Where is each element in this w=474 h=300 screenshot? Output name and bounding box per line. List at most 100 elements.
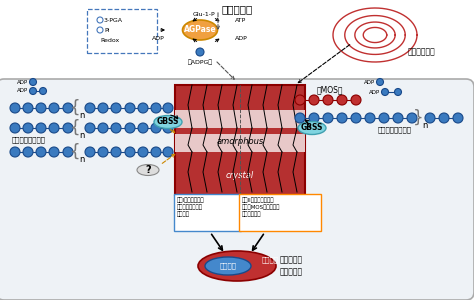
Ellipse shape <box>198 251 276 281</box>
Text: Glu-1-P: Glu-1-P <box>193 12 215 17</box>
FancyBboxPatch shape <box>0 79 474 300</box>
Circle shape <box>376 79 383 86</box>
Circle shape <box>151 147 161 157</box>
Circle shape <box>111 147 121 157</box>
Circle shape <box>351 95 361 105</box>
Text: 3-PGA: 3-PGA <box>104 17 123 22</box>
Circle shape <box>196 48 204 56</box>
Text: ADP: ADP <box>17 88 28 94</box>
Circle shape <box>163 103 173 113</box>
Circle shape <box>97 27 103 33</box>
Circle shape <box>97 17 103 23</box>
Circle shape <box>29 88 36 94</box>
Circle shape <box>85 123 95 133</box>
Circle shape <box>365 113 375 123</box>
Text: （直链淠粉分子）: （直链淠粉分子） <box>378 127 412 133</box>
Bar <box>175 110 305 128</box>
Text: （ADPG）: （ADPG） <box>187 59 212 64</box>
Circle shape <box>163 123 173 133</box>
Text: n: n <box>422 121 428 130</box>
Text: Redox: Redox <box>100 38 119 43</box>
Circle shape <box>138 103 148 113</box>
Text: Pi: Pi <box>104 28 109 32</box>
Ellipse shape <box>154 116 182 128</box>
Text: ADP: ADP <box>364 80 375 85</box>
Circle shape <box>138 147 148 157</box>
Circle shape <box>453 113 463 123</box>
Text: amorphous: amorphous <box>216 137 264 146</box>
Bar <box>175 134 305 152</box>
Circle shape <box>379 113 389 123</box>
Circle shape <box>63 123 73 133</box>
Text: n: n <box>79 110 85 119</box>
Text: 光合同化物: 光合同化物 <box>221 4 253 14</box>
Circle shape <box>29 79 36 86</box>
Text: n: n <box>79 154 85 164</box>
Circle shape <box>10 123 20 133</box>
Circle shape <box>36 123 46 133</box>
Circle shape <box>111 123 121 133</box>
Circle shape <box>394 88 401 95</box>
Text: ADP: ADP <box>17 80 28 85</box>
Circle shape <box>351 113 361 123</box>
Circle shape <box>125 147 135 157</box>
Text: 模式I：支链淠粉分
子作为直链淠粉分
子的引物: 模式I：支链淠粉分 子作为直链淠粉分 子的引物 <box>177 197 205 217</box>
Circle shape <box>98 147 108 157</box>
Circle shape <box>98 123 108 133</box>
Ellipse shape <box>137 164 159 175</box>
Circle shape <box>36 103 46 113</box>
Circle shape <box>23 147 33 157</box>
Circle shape <box>10 103 20 113</box>
Text: 直链淠粉: 直链淠粉 <box>219 263 237 269</box>
Text: （直链淠粉分子）: （直链淠粉分子） <box>12 137 46 143</box>
Text: }: } <box>413 109 423 127</box>
Circle shape <box>382 88 389 95</box>
Bar <box>175 85 305 195</box>
Text: 半晶体淠粉粒: 半晶体淠粉粒 <box>408 47 436 56</box>
Circle shape <box>138 123 148 133</box>
Circle shape <box>125 103 135 113</box>
Circle shape <box>439 113 449 123</box>
Circle shape <box>295 113 305 123</box>
Text: GBSS: GBSS <box>157 118 179 127</box>
Ellipse shape <box>182 20 218 40</box>
Circle shape <box>111 103 121 113</box>
Ellipse shape <box>205 257 251 275</box>
Text: 直链淠粉起
始合成位置: 直链淠粉起 始合成位置 <box>280 256 303 276</box>
Circle shape <box>49 103 59 113</box>
Circle shape <box>393 113 403 123</box>
Circle shape <box>23 123 33 133</box>
FancyBboxPatch shape <box>239 194 321 231</box>
Circle shape <box>163 147 173 157</box>
Circle shape <box>85 147 95 157</box>
Text: crystal: crystal <box>226 170 254 179</box>
Circle shape <box>49 147 59 157</box>
Circle shape <box>36 147 46 157</box>
Text: 模式II：支链淠粉分子
使粮的MOS作为直链淠
粉分子的引物: 模式II：支链淠粉分子 使粮的MOS作为直链淠 粉分子的引物 <box>242 197 281 217</box>
Circle shape <box>10 147 20 157</box>
Circle shape <box>23 103 33 113</box>
Circle shape <box>309 95 319 105</box>
Circle shape <box>309 113 319 123</box>
Text: AGPase: AGPase <box>184 26 216 34</box>
Circle shape <box>425 113 435 123</box>
Text: ADP: ADP <box>369 89 380 94</box>
Text: ?: ? <box>145 165 151 175</box>
Circle shape <box>151 123 161 133</box>
Circle shape <box>407 113 417 123</box>
Circle shape <box>323 113 333 123</box>
Text: ADP: ADP <box>152 37 165 41</box>
Ellipse shape <box>298 122 326 134</box>
Text: （MOS）: （MOS） <box>317 85 343 94</box>
Text: {: { <box>70 143 80 161</box>
Circle shape <box>125 123 135 133</box>
Text: {: { <box>70 99 80 117</box>
Text: ADP: ADP <box>235 37 248 41</box>
Circle shape <box>337 95 347 105</box>
Circle shape <box>39 88 46 94</box>
Circle shape <box>151 103 161 113</box>
Text: {: { <box>70 119 80 137</box>
Circle shape <box>63 103 73 113</box>
Circle shape <box>85 103 95 113</box>
Circle shape <box>63 147 73 157</box>
